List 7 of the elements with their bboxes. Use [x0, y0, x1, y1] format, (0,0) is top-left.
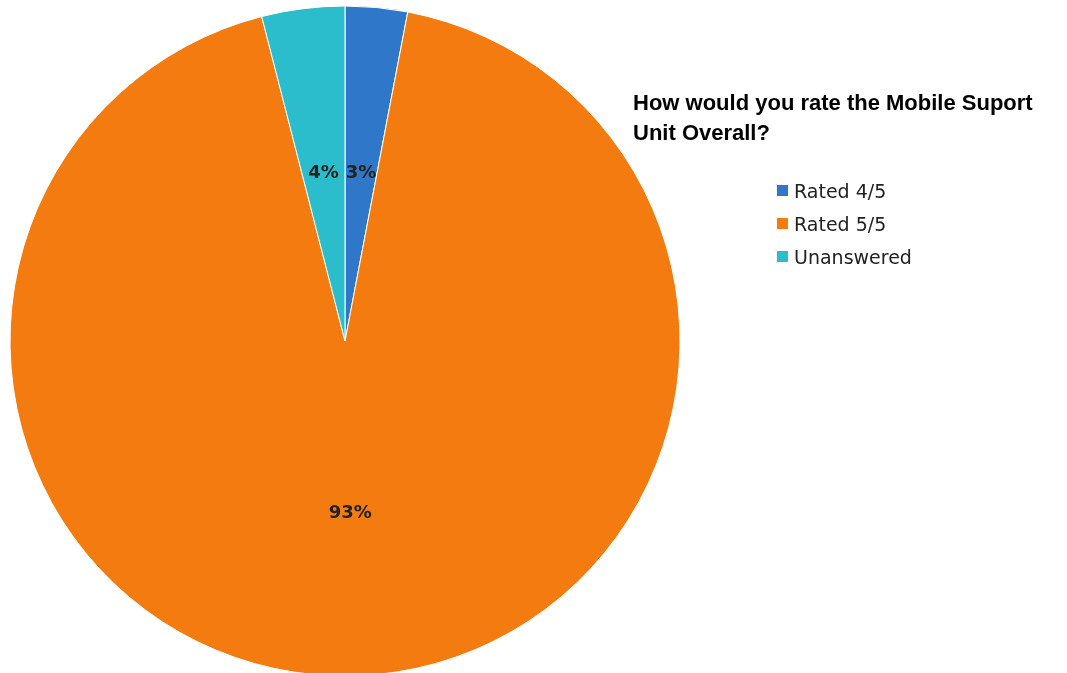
legend-label: Unanswered — [794, 245, 912, 268]
legend-label: Rated 5/5 — [794, 212, 887, 235]
data-label: 3% — [345, 160, 377, 182]
legend-label: Rated 4/5 — [794, 179, 887, 202]
data-label: 4% — [308, 161, 339, 183]
data-label: 93% — [328, 500, 372, 522]
text: How would you rate the Mobile Suport Unit Overall? — [633, 89, 1039, 145]
